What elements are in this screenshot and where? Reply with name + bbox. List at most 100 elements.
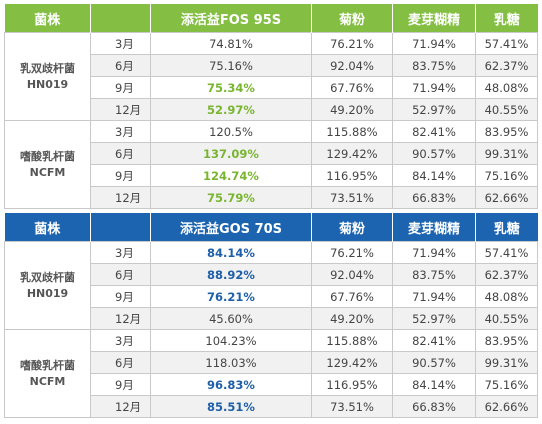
header-inulin: 菊粉 [311, 213, 393, 242]
fos-value-highlighted: 137.09% [150, 142, 312, 165]
table-row: 12月 85.51% 73.51% 66.83% 62.66% [5, 395, 538, 418]
fos-value-highlighted: 75.34% [150, 76, 312, 99]
table-row: 12月 45.60% 49.20% 52.97% 40.55% [5, 307, 538, 330]
inulin-value: 76.21% [311, 32, 393, 55]
inulin-value: 116.95% [311, 373, 393, 396]
lactose-value: 62.37% [475, 263, 538, 286]
table-row: 6月 118.03% 129.42% 90.57% 99.31% [5, 351, 538, 374]
maltodextrin-value: 71.94% [392, 285, 476, 308]
header-strain: 菌株 [4, 4, 91, 33]
lactose-value: 83.95% [475, 120, 538, 143]
fos-value-highlighted: 75.79% [150, 186, 312, 209]
strain-cell-hn019: 乳双歧杆菌 HN019 [4, 32, 91, 121]
header-inulin: 菊粉 [311, 4, 393, 33]
inulin-value: 67.76% [311, 76, 393, 99]
lactose-value: 75.16% [475, 373, 538, 396]
table-row: 6月 137.09% 129.42% 90.57% 99.31% [5, 142, 538, 165]
lactose-value: 75.16% [475, 164, 538, 187]
maltodextrin-value: 90.57% [392, 351, 476, 374]
month-cell: 6月 [90, 54, 151, 77]
table-row: 9月 75.34% 67.76% 71.94% 48.08% [5, 76, 538, 99]
maltodextrin-value: 66.83% [392, 395, 476, 418]
header-lactose: 乳糖 [475, 213, 538, 242]
gos-value-highlighted: 84.14% [150, 241, 312, 264]
fos-value: 74.81% [150, 32, 312, 55]
table-header-row: 菌株 添活益FOS 95S 菊粉 麦芽糊精 乳糖 [4, 4, 538, 33]
gos-value-highlighted: 96.83% [150, 373, 312, 396]
lactose-value: 83.95% [475, 329, 538, 352]
lactose-value: 57.41% [475, 32, 538, 55]
lactose-value: 48.08% [475, 76, 538, 99]
fos-value-highlighted: 52.97% [150, 98, 312, 121]
gos-comparison-table: 菌株 添活益GOS 70S 菊粉 麦芽糊精 乳糖 乳双歧杆菌 HN019 3月 8… [4, 213, 538, 418]
lactose-value: 99.31% [475, 142, 538, 165]
table-row: 嗜酸乳杆菌 NCFM 3月 120.5% 115.88% 82.41% 83.95… [4, 120, 538, 209]
month-cell: 6月 [90, 142, 151, 165]
table-row: 乳双歧杆菌 HN019 3月 74.81% 76.21% 71.94% 57.41… [4, 32, 538, 121]
table-row: 12月 75.79% 73.51% 66.83% 62.66% [5, 186, 538, 209]
header-fos: 添活益FOS 95S [150, 4, 312, 33]
fos-value-highlighted: 124.74% [150, 164, 312, 187]
maltodextrin-value: 66.83% [392, 186, 476, 209]
gos-value-highlighted: 76.21% [150, 285, 312, 308]
table-row: 嗜酸乳杆菌 NCFM 3月 104.23% 115.88% 82.41% 83.9… [4, 329, 538, 418]
inulin-value: 115.88% [311, 120, 393, 143]
strain-name: 乳双歧杆菌 [20, 61, 75, 75]
header-maltodextrin: 麦芽糊精 [392, 213, 476, 242]
lactose-value: 48.08% [475, 285, 538, 308]
strain-name: 乳双歧杆菌 [20, 270, 75, 284]
maltodextrin-value: 71.94% [392, 76, 476, 99]
fos-comparison-table: 菌株 添活益FOS 95S 菊粉 麦芽糊精 乳糖 乳双歧杆菌 HN019 3月 7… [4, 4, 538, 209]
month-cell: 12月 [90, 395, 151, 418]
strain-code: NCFM [29, 165, 66, 179]
inulin-value: 129.42% [311, 142, 393, 165]
gos-value: 45.60% [150, 307, 312, 330]
strain-code: HN019 [26, 77, 69, 91]
month-cell: 3月 [90, 241, 151, 264]
maltodextrin-value: 83.75% [392, 263, 476, 286]
inulin-value: 76.21% [311, 241, 393, 264]
strain-name: 嗜酸乳杆菌 [20, 358, 75, 372]
maltodextrin-value: 71.94% [392, 241, 476, 264]
inulin-value: 92.04% [311, 263, 393, 286]
fos-value: 120.5% [150, 120, 312, 143]
month-cell: 9月 [90, 373, 151, 396]
gos-value: 104.23% [150, 329, 312, 352]
inulin-value: 49.20% [311, 307, 393, 330]
strain-cell-hn019: 乳双歧杆菌 HN019 [4, 241, 91, 330]
table-row: 乳双歧杆菌 HN019 3月 84.14% 76.21% 71.94% 57.41… [4, 241, 538, 330]
month-cell: 9月 [90, 164, 151, 187]
maltodextrin-value: 82.41% [392, 329, 476, 352]
inulin-value: 92.04% [311, 54, 393, 77]
inulin-value: 116.95% [311, 164, 393, 187]
lactose-value: 62.66% [475, 186, 538, 209]
inulin-value: 49.20% [311, 98, 393, 121]
maltodextrin-value: 83.75% [392, 54, 476, 77]
gos-value-highlighted: 85.51% [150, 395, 312, 418]
table-header-row: 菌株 添活益GOS 70S 菊粉 麦芽糊精 乳糖 [4, 213, 538, 242]
lactose-value: 40.55% [475, 307, 538, 330]
inulin-value: 115.88% [311, 329, 393, 352]
month-cell: 12月 [90, 98, 151, 121]
month-cell: 3月 [90, 120, 151, 143]
inulin-value: 67.76% [311, 285, 393, 308]
month-cell: 12月 [90, 307, 151, 330]
month-cell: 6月 [90, 263, 151, 286]
table-row: 6月 75.16% 92.04% 83.75% 62.37% [5, 54, 538, 77]
header-month [90, 4, 151, 33]
maltodextrin-value: 52.97% [392, 98, 476, 121]
month-cell: 9月 [90, 285, 151, 308]
table-row: 9月 96.83% 116.95% 84.14% 75.16% [5, 373, 538, 396]
header-maltodextrin: 麦芽糊精 [392, 4, 476, 33]
month-cell: 9月 [90, 76, 151, 99]
header-gos: 添活益GOS 70S [150, 213, 312, 242]
month-cell: 3月 [90, 329, 151, 352]
strain-code: HN019 [26, 286, 69, 300]
strain-cell-ncfm: 嗜酸乳杆菌 NCFM [4, 329, 91, 418]
maltodextrin-value: 90.57% [392, 142, 476, 165]
maltodextrin-value: 52.97% [392, 307, 476, 330]
gos-value: 118.03% [150, 351, 312, 374]
header-lactose: 乳糖 [475, 4, 538, 33]
inulin-value: 73.51% [311, 395, 393, 418]
lactose-value: 40.55% [475, 98, 538, 121]
